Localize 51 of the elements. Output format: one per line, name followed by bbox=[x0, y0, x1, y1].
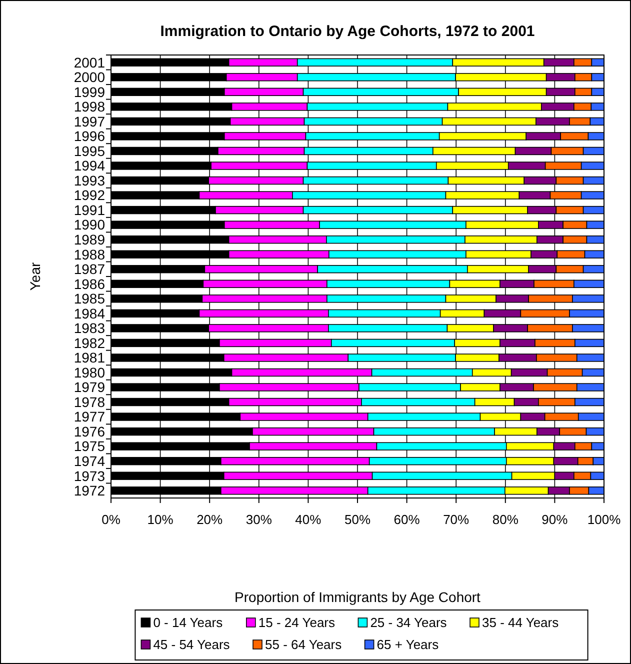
y-tick-label: 1975 bbox=[74, 438, 106, 454]
x-tick-label: 70% bbox=[443, 512, 470, 527]
x-tick-label: 90% bbox=[542, 512, 568, 527]
legend-label: 25 - 34 Years bbox=[370, 615, 448, 630]
legend-label: 35 - 44 Years bbox=[482, 615, 560, 630]
y-tick-label: 1978 bbox=[74, 394, 106, 410]
legend-label: 45 - 54 Years bbox=[153, 637, 230, 652]
y-tick-label: 1972 bbox=[74, 482, 106, 499]
y-tick-label: 1999 bbox=[74, 84, 106, 100]
y-tick-label: 1993 bbox=[74, 172, 106, 188]
y-tick-label: 1991 bbox=[74, 202, 106, 218]
legend-label: 55 - 64 Years bbox=[265, 637, 342, 652]
y-tick-label: 1977 bbox=[74, 408, 106, 425]
y-tick-label: 1983 bbox=[74, 320, 106, 336]
x-tick-label: 20% bbox=[196, 512, 224, 527]
x-axis-title: Proportion of Immigrants by Age Cohort bbox=[234, 589, 481, 605]
y-tick-label: 1985 bbox=[74, 290, 106, 307]
y-tick-label: 1992 bbox=[74, 187, 106, 204]
y-tick-label: 2001 bbox=[74, 54, 106, 70]
legend-label: 65 + Years bbox=[376, 637, 440, 652]
x-tick-label: 0% bbox=[102, 512, 121, 527]
x-tick-label: 100% bbox=[587, 512, 622, 527]
y-tick-label: 1998 bbox=[74, 98, 106, 115]
x-tick-label: 80% bbox=[492, 512, 519, 527]
legend-label: 0 - 14 Years bbox=[153, 615, 224, 630]
y-tick-label: 1986 bbox=[74, 276, 106, 292]
y-tick-label: 1990 bbox=[74, 216, 106, 233]
y-tick-label: 1997 bbox=[74, 113, 106, 130]
y-tick-label: 1979 bbox=[74, 379, 106, 396]
y-tick-label: 1981 bbox=[74, 350, 106, 366]
y-tick-label: 1984 bbox=[74, 305, 106, 322]
x-tick-label: 50% bbox=[344, 512, 371, 527]
y-tick-label: 1974 bbox=[74, 452, 106, 469]
y-tick-label: 1980 bbox=[74, 364, 106, 380]
y-tick-label: 1982 bbox=[74, 334, 106, 351]
y-tick-label: 1996 bbox=[74, 128, 106, 144]
y-axis-title: Year bbox=[27, 262, 43, 291]
y-tick-label: 1989 bbox=[74, 231, 106, 248]
y-tick-label: 2000 bbox=[74, 69, 106, 86]
y-tick-label: 1995 bbox=[74, 142, 106, 159]
y-tick-label: 1994 bbox=[74, 158, 106, 174]
legend-label: 15 - 24 Years bbox=[258, 615, 336, 630]
x-tick-label: 30% bbox=[246, 512, 272, 527]
y-tick-label: 1973 bbox=[74, 468, 106, 484]
y-tick-label: 1976 bbox=[74, 423, 106, 440]
x-tick-label: 10% bbox=[147, 512, 174, 527]
x-tick-label: 40% bbox=[295, 512, 322, 527]
y-tick-label: 1987 bbox=[74, 261, 106, 278]
y-tick-label: 1988 bbox=[74, 246, 106, 262]
chart-title: Immigration to Ontario by Age Cohorts, 1972 to 2001 bbox=[160, 23, 535, 40]
x-tick-label: 60% bbox=[394, 512, 420, 527]
